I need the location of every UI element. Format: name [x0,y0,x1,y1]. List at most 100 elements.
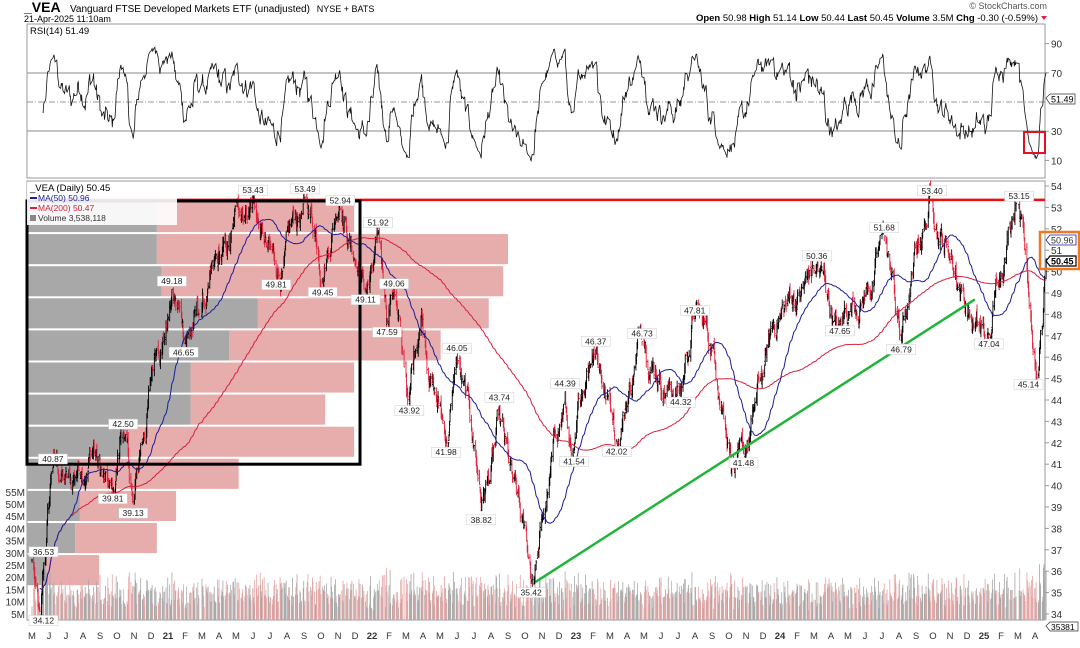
volume-bar [447,590,449,620]
volume-bar [354,595,356,620]
volume-bar [904,601,906,620]
price-tick-label: 45 [1051,375,1063,386]
volume-bar [586,584,587,620]
volume-bar [863,586,865,620]
volume-bar [984,592,985,620]
price-bar [949,252,951,264]
volume-bar [757,593,759,620]
price-bar [214,253,217,259]
volume-bar [110,591,112,620]
volume-bar [543,591,545,620]
volume-bar [733,608,734,620]
volume-bar [331,586,332,620]
volume-bar [569,590,570,620]
legend-title: _VEA (Daily) 50.45 [29,183,110,194]
volume-bar [836,594,838,620]
volume-bar [61,593,63,620]
price-bar [100,465,103,478]
volume-bar [1038,600,1040,620]
volume-bar [473,606,475,620]
volume-bar [843,592,845,620]
x-tick-label: F [794,631,800,642]
volume-bar [1007,593,1009,620]
volume-bar [440,584,442,620]
volume-bar [270,597,271,620]
x-tick-label: A [896,631,903,642]
volume-bar [347,595,348,620]
volume-bar [197,582,199,620]
price-bar [77,460,80,472]
volume-bar [843,584,845,620]
volume-bar [518,588,520,620]
price-bar [104,471,107,482]
volume-bar [403,576,405,620]
price-tick-label: 40 [1051,482,1063,493]
price-bar [604,395,607,405]
volume-bar [870,600,872,620]
volume-bar [369,604,370,620]
volume-bar [246,595,248,620]
x-tick-label: O [317,631,324,642]
volume-bar [69,576,71,620]
price-bar [182,331,185,344]
volume-bar [701,589,703,620]
volume-bar [711,584,713,620]
legend-ma200: MA(200) 50.47 [38,203,94,213]
volume-bar [441,601,443,620]
volume-bar [249,584,251,620]
volume-bar [982,587,984,620]
x-tick-label: A [1032,631,1039,642]
volume-bar [525,601,527,620]
price-bar [762,369,764,381]
volume-bar [148,590,149,620]
volume-bar [50,589,52,620]
price-bar [676,380,679,396]
volume-bar [698,598,700,620]
price-point-label-box [261,279,291,290]
volume-bar [479,587,481,620]
volume-bar [316,589,318,620]
volume-bar [604,590,606,620]
volume-bar [476,597,478,620]
volume-bar [287,595,288,620]
volume-bar [718,595,720,620]
price-tick-label: 46 [1051,353,1063,364]
volume-bar [467,600,468,620]
price-point-label-box [825,325,855,337]
volume-bar [851,588,853,620]
volume-bar [190,592,192,620]
volume-bar [54,604,56,620]
volume-bar [139,594,140,620]
volume-bar [530,590,532,620]
volume-bar [112,596,114,620]
volume-bar [1018,590,1020,620]
volume-bar [666,593,668,620]
volume-tick-label: 10M [6,598,25,609]
price-bar [437,391,440,402]
price-tick-label: 48 [1051,310,1063,321]
volume-bar [935,602,937,620]
volume-bar [476,596,478,620]
volume-bar [428,593,430,620]
volume-bar [421,590,423,620]
price-bar [832,321,835,324]
volume-bar [135,604,137,620]
volume-bar [572,597,574,620]
volume-bar [655,587,657,620]
price-bar [206,288,209,302]
low-label: Low [799,13,819,24]
volume-bar [273,585,275,620]
volume-bar [858,588,859,620]
price-bar [902,315,905,321]
price-point-label-box [679,305,710,316]
volume-bar [754,601,756,620]
volume-bar [512,581,513,620]
volume-bar [362,587,364,620]
volume-bar [196,587,198,620]
volume-bar [1023,593,1024,620]
volume-bar [263,576,265,620]
volume-bar [178,587,179,620]
volume-bar [297,594,298,620]
price-bar [503,433,506,446]
volume-bar [699,599,700,620]
